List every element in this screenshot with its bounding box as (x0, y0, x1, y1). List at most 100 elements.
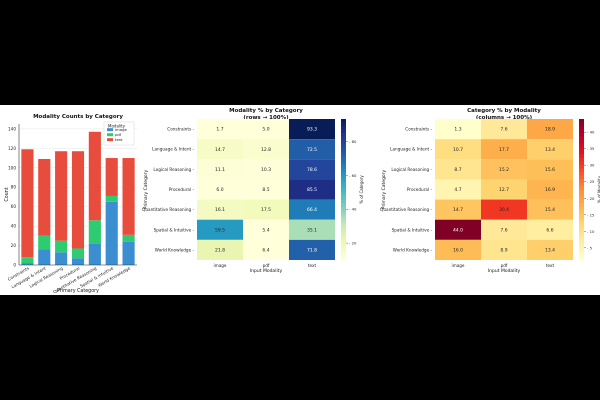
heatmap-cols-cell-value: 18.9 (545, 127, 555, 133)
heatmap-rows-colorbar-step (341, 136, 346, 141)
heatmap-cols-colorbar-step (579, 136, 584, 141)
heatmap-rows-title: Modality % by Category (229, 108, 303, 114)
heatmap-cols-cell-value: 8.9 (500, 248, 507, 254)
heatmap-rows-colorbar-step (341, 133, 346, 137)
heatmap-cols-colorbar-step (579, 171, 584, 176)
heatmap-cols-colorbar-tick-label: - 10 (587, 229, 595, 234)
heatmap-rows-col-label: image (213, 263, 226, 268)
heatmap-cols-cell-value: 17.7 (499, 147, 509, 153)
heatmap-rows-cell-value: 21.8 (215, 248, 225, 254)
heatmap-cols-cell (435, 199, 481, 220)
heatmap-rows-cell (197, 239, 243, 260)
heatmap-cols-cell-value: 15.2 (499, 167, 509, 173)
heatmap-cols-cell-value: 16.9 (545, 187, 555, 193)
heatmap-rows-y-axis-label: Primary Category (143, 169, 149, 209)
heatmap-rows-cell-value: 6.0 (216, 187, 223, 193)
heatmap-rows-colorbar-step (341, 150, 346, 155)
heatmap-cols-colorbar-step (579, 242, 584, 247)
heatmap-rows-cell-value: 16.1 (215, 207, 225, 213)
heatmap-cols-colorbar-step (579, 129, 584, 134)
heatmap-rows-colorbar-step (341, 203, 346, 208)
heatmap-rows-colorbar-step (341, 238, 346, 243)
heatmap-rows-cell-value: 59.5 (215, 227, 225, 233)
bar-ytick-label: 120 (8, 146, 16, 151)
bar-pdf-constraints (21, 257, 34, 264)
heatmap-cols-colorbar-step (579, 238, 584, 243)
heatmap-cols-colorbar-tick-label: - 30 (587, 163, 595, 168)
bar-ytick-label: 20 (11, 243, 17, 248)
figure: Modality Counts by Category 0 20 40 60 80 100 1… (0, 105, 600, 295)
bar-ytick-label: 100 (8, 165, 16, 170)
heatmap-rows-col-label: pdf (263, 263, 270, 268)
heatmap-cols-colorbar-step (579, 214, 584, 218)
heatmap-rows-cell-value: 66.4 (307, 207, 317, 213)
heatmap-cols-cell (481, 179, 527, 200)
heatmap-rows-row-label: Quantitative Reasoning - (142, 207, 194, 212)
heatmap-cols-cell-value: 14.7 (453, 207, 463, 213)
heatmap-cols-cell-value: 1.3 (454, 127, 461, 133)
bar-image-spatial-intuitive (105, 201, 118, 265)
bar-text-logical-reasoning (55, 151, 68, 241)
bar-pdf-world-knowledge (122, 234, 135, 242)
heatmap-rows-colorbar-step (341, 157, 346, 162)
bar-x-axis-label: Primary Category (57, 288, 99, 294)
heatmap-cols-colorbar-step (579, 168, 584, 173)
heatmap-cols-colorbar-tick-label: - 25 (587, 179, 595, 184)
heatmap-rows-cell-value: 72.5 (307, 147, 317, 153)
heatmap-cols-colorbar-step (579, 182, 584, 187)
heatmap-cols-subtitle: (columns → 100%) (476, 115, 533, 121)
heatmap-rows-cell-value: 10.3 (261, 167, 271, 173)
heatmap-rows-row-label: Logical Reasoning - (153, 167, 194, 172)
heatmap-rows-colorbar-step (341, 217, 346, 222)
bar-image-quantitative-reasoning (88, 243, 101, 265)
heatmap-rows-colorbar-step (341, 245, 346, 250)
heatmap-rows-cell-value: 1.7 (216, 127, 223, 133)
bar-image-constraints (21, 263, 34, 265)
heatmap-cols-cell (527, 179, 573, 200)
heatmap-rows-colorbar-step (341, 154, 346, 159)
bar-text-world-knowledge (122, 158, 135, 235)
bar-text-spatial-intuitive (105, 158, 118, 196)
heatmap-rows-colorbar-step (341, 196, 346, 201)
heatmap-rows-cell (289, 119, 335, 140)
heatmap-cols-title: Category % by Modality (467, 108, 541, 114)
heatmap-cols-cell-value: 4.7 (454, 187, 461, 193)
heatmap-rows-cell-value: 5.4 (262, 227, 269, 233)
heatmap-rows-cell-value: 5.0 (262, 127, 269, 133)
heatmap-rows-cell (197, 219, 243, 240)
heatmap-rows-col-label: text (308, 263, 317, 268)
heatmap-cols-row-label: Procedural - (407, 187, 433, 192)
heatmap-cols-cell (481, 119, 527, 140)
heatmap-cols-cell (435, 159, 481, 180)
heatmap-rows-colorbar-step (341, 171, 346, 176)
heatmap-cols-cell-value: 15.4 (545, 207, 555, 213)
bar-pdf-quantitative-reasoning (88, 220, 101, 244)
heatmap-cols-cell-value: 6.6 (546, 227, 553, 233)
heatmap-cols-colorbar-tick-label: - 35 (587, 146, 595, 151)
heatmap-cols-colorbar-step (579, 221, 584, 226)
heatmap-rows-colorbar-label: % of Category (359, 175, 364, 204)
heatmap-cols-colorbar-step (579, 217, 584, 222)
heatmap-cols-cell-value: 15.6 (545, 167, 555, 173)
heatmap-rows-colorbar-step (341, 210, 346, 215)
heatmap-cols-colorbar-step (579, 189, 584, 194)
heatmap-cols-row-label: Constraints - (405, 127, 432, 132)
heatmap-cols-colorbar-step (579, 235, 584, 240)
heatmap-cols-colorbar-step (579, 161, 584, 166)
heatmap-cols-cell-value: 12.7 (499, 187, 509, 193)
heatmap-cols-colorbar-step (579, 164, 584, 169)
heatmap-rows-cell (289, 159, 335, 180)
charts-svg: Modality Counts by Category 0 20 40 60 80 100 1… (4, 108, 600, 294)
heatmap-cols-cell (481, 159, 527, 180)
heatmap-rows-cell-value: 35.1 (307, 227, 317, 233)
heatmap-rows-colorbar-step (341, 143, 346, 148)
heatmap-rows-cell (197, 139, 243, 160)
heatmap-cols-colorbar-step (579, 119, 584, 123)
heatmap-rows-colorbar-tick-label: - 40 (349, 207, 357, 212)
bar-text-quantitative-reasoning (88, 131, 101, 221)
heatmap-rows-colorbar-tick-label: - 80 (349, 139, 357, 144)
bar-legend-label: pdf (115, 132, 122, 137)
heatmap-cols-colorbar-step (579, 210, 584, 215)
heatmap-cols-colorbar-step (579, 224, 584, 229)
heatmap-rows-colorbar-step (341, 200, 346, 204)
